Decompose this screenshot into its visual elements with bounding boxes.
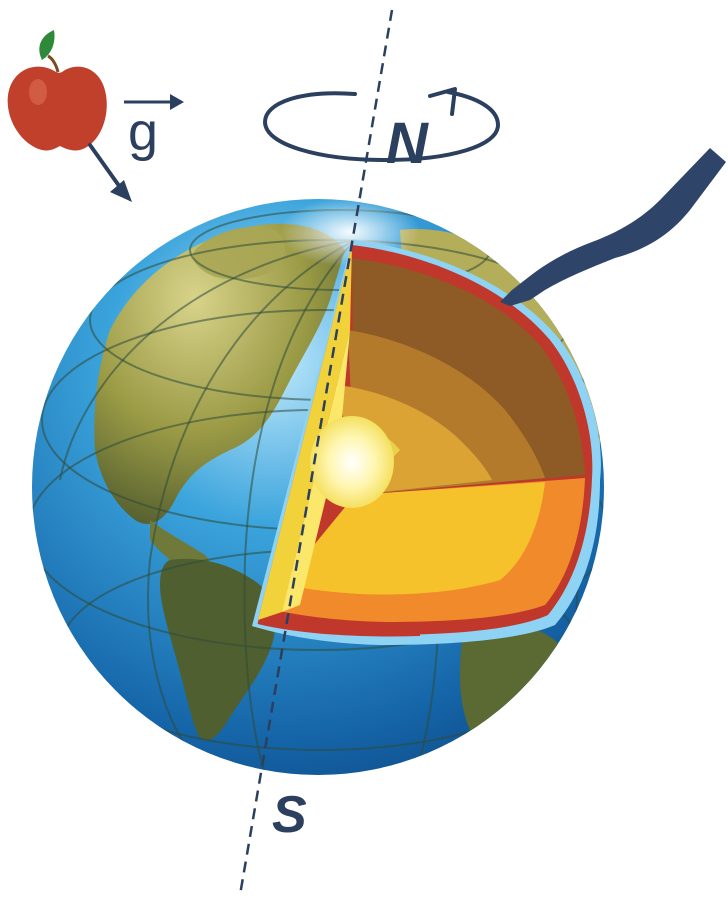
continent-north-america — [94, 223, 345, 524]
gravity-label: g — [128, 102, 158, 162]
scalpel-icon — [500, 148, 726, 306]
gravity-arrow — [88, 143, 132, 202]
cut-edge-line — [257, 620, 421, 637]
interior-cutaway — [252, 240, 601, 645]
south-label: S — [272, 786, 307, 844]
vector-arrow — [124, 94, 184, 110]
rotation-arrow-icon — [262, 87, 501, 163]
north-label: N — [386, 111, 429, 176]
inner-core — [310, 416, 394, 508]
rotation-axis — [238, 9, 394, 896]
layer-cut-edge-mantle — [258, 245, 352, 620]
apple-icon — [7, 30, 107, 151]
layer-outer-core-front — [282, 482, 545, 595]
continent-south-america — [160, 558, 276, 741]
